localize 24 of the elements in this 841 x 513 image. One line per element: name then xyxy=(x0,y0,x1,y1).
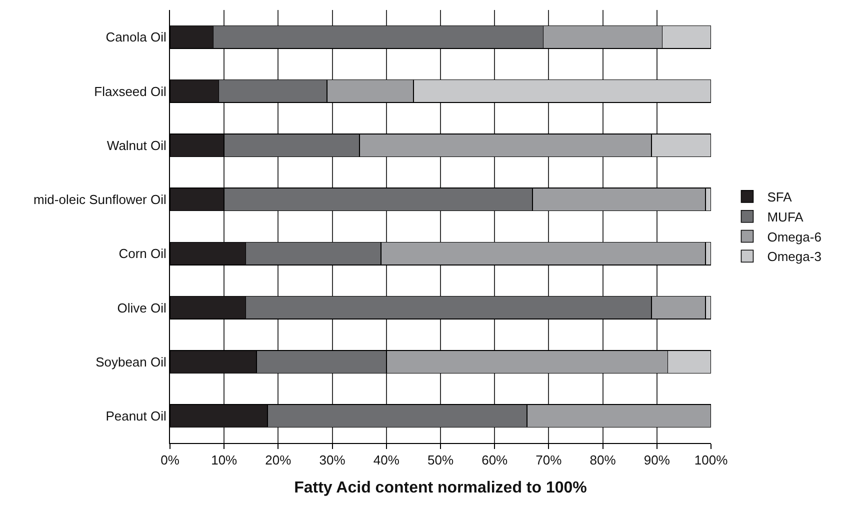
y-tick-label: Flaxseed Oil xyxy=(94,84,167,99)
x-tick-label: 70% xyxy=(536,452,562,468)
y-tick-label: mid-oleic Sunflower Oil xyxy=(33,192,167,207)
x-tick-label: 20% xyxy=(265,452,292,468)
legend-label: SFA xyxy=(767,190,792,205)
legend-label: Omega-3 xyxy=(767,249,822,264)
x-tick-label: 90% xyxy=(644,452,670,468)
x-tick-label: 0% xyxy=(160,452,180,468)
y-tick-label: Walnut Oil xyxy=(106,138,167,153)
x-tick-label: 50% xyxy=(427,452,454,468)
legend-label: Omega-6 xyxy=(767,229,822,244)
y-tick-label: Olive Oil xyxy=(117,300,167,316)
x-tick-label: 80% xyxy=(590,452,616,468)
y-tick-label: Corn Oil xyxy=(118,246,166,262)
x-tick-label: 10% xyxy=(211,452,238,468)
x-tick-label: 30% xyxy=(319,452,346,468)
x-axis-title: Fatty Acid content normalized to 100% xyxy=(294,479,587,496)
x-tick-label: 60% xyxy=(482,452,508,468)
y-tick-label: Peanut Oil xyxy=(106,408,167,424)
legend-label: MUFA xyxy=(767,209,804,224)
x-tick-label: 100% xyxy=(694,452,728,468)
x-tick-label: 40% xyxy=(373,452,400,468)
y-tick-label: Canola Oil xyxy=(106,30,167,45)
y-tick-label: Soybean Oil xyxy=(96,354,167,370)
